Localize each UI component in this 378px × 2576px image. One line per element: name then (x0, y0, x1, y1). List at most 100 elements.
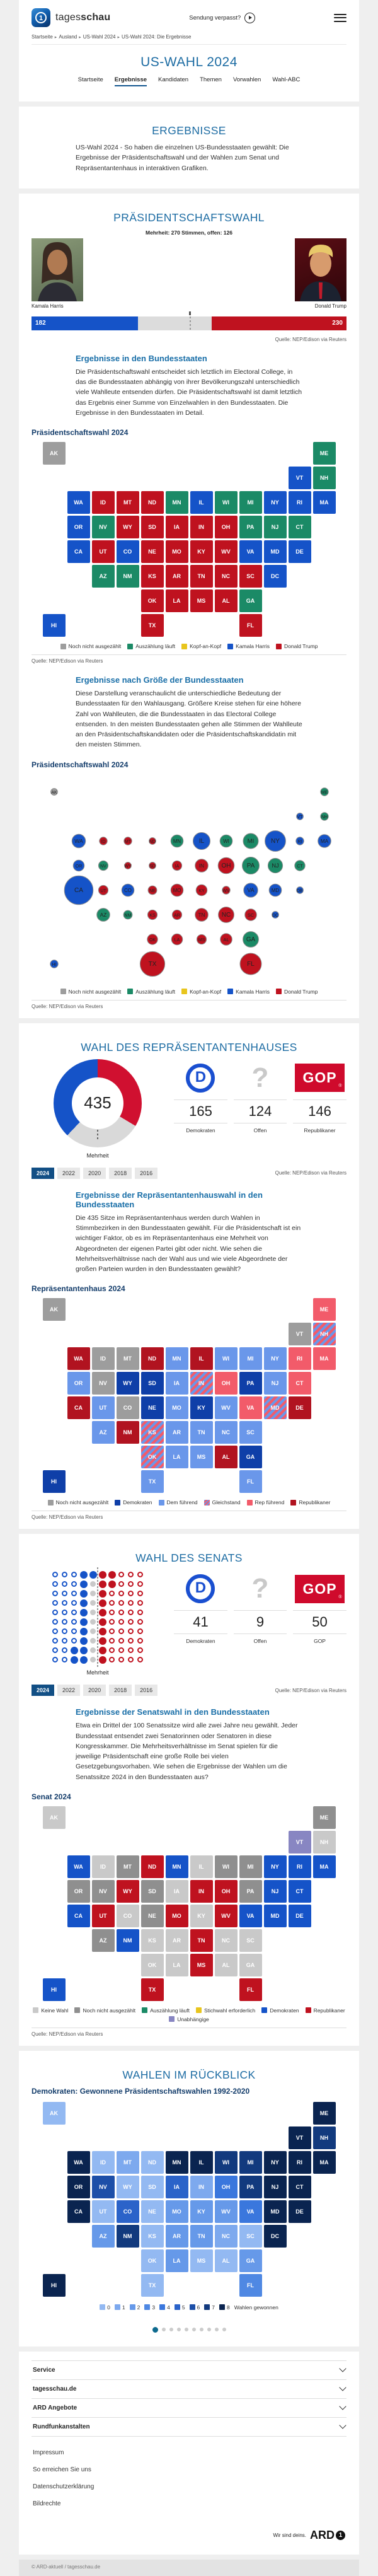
state-tile-MO[interactable]: MO (165, 2200, 188, 2223)
footer-link-bildrechte[interactable]: Bildrechte (33, 2500, 61, 2507)
bubble-ND[interactable]: ND (148, 837, 156, 845)
state-tile-CO[interactable]: CO (116, 1396, 139, 1420)
state-tile-OK[interactable]: OK (140, 589, 164, 613)
footer-accordion-service[interactable]: Service (32, 2361, 346, 2380)
state-tile-NH[interactable]: NH (312, 1830, 336, 1854)
state-tile-CA[interactable]: CA (67, 2200, 90, 2223)
state-tile-MN[interactable]: MN (165, 491, 188, 514)
footer-link-soerreichensieuns[interactable]: So erreichen Sie uns (33, 2466, 91, 2473)
state-tile-AL[interactable]: AL (214, 1446, 238, 1469)
state-tile-TN[interactable]: TN (190, 2224, 213, 2248)
state-tile-NE[interactable]: NE (140, 1904, 164, 1927)
bubble-MS[interactable]: MS (196, 934, 207, 944)
state-tile-NC[interactable]: NC (214, 1929, 238, 1952)
state-tile-HI[interactable]: HI (42, 614, 66, 637)
state-tile-CT[interactable]: CT (288, 2175, 311, 2198)
state-tile-GA[interactable]: GA (239, 1446, 262, 1469)
bubble-NV[interactable]: NV (98, 860, 108, 871)
state-tile-NJ[interactable]: NJ (263, 1372, 287, 1395)
state-tile-AR[interactable]: AR (165, 2224, 188, 2248)
state-tile-PA[interactable]: PA (239, 2175, 262, 2198)
state-tile-MA[interactable]: MA (312, 2150, 336, 2174)
state-tile-ME[interactable]: ME (312, 1806, 336, 1829)
bubble-ID[interactable]: ID (98, 837, 108, 845)
state-tile-KY[interactable]: KY (190, 1396, 213, 1420)
carousel-dot-0[interactable] (152, 2326, 158, 2333)
bubble-AR[interactable]: AR (171, 909, 182, 920)
state-tile-AZ[interactable]: AZ (91, 2224, 115, 2248)
state-tile-VA[interactable]: VA (239, 1396, 262, 1420)
state-tile-NV[interactable]: NV (91, 2175, 115, 2198)
carousel-dot-6[interactable] (199, 2328, 203, 2332)
state-tile-MA[interactable]: MA (312, 491, 336, 514)
tab-kandidaten[interactable]: Kandidaten (158, 76, 189, 83)
bubble-MA[interactable]: MA (317, 833, 331, 848)
state-tile-MA[interactable]: MA (312, 1347, 336, 1371)
bubble-NJ[interactable]: NJ (267, 857, 283, 873)
state-tile-IL[interactable]: IL (190, 1347, 213, 1371)
state-tile-PA[interactable]: PA (239, 1372, 262, 1395)
state-tile-CA[interactable]: CA (67, 1396, 90, 1420)
state-tile-CT[interactable]: CT (288, 1879, 311, 1903)
carousel-dot-2[interactable] (169, 2328, 173, 2332)
state-tile-NE[interactable]: NE (140, 540, 164, 564)
state-tile-VT[interactable]: VT (288, 1830, 311, 1854)
state-tile-RI[interactable]: RI (288, 1855, 311, 1878)
year-chip-2016[interactable]: 2016 (135, 1685, 158, 1697)
bubble-GA[interactable]: GA (242, 931, 259, 948)
state-tile-NC[interactable]: NC (214, 2224, 238, 2248)
state-tile-OH[interactable]: OH (214, 516, 238, 539)
state-tile-ID[interactable]: ID (91, 491, 115, 514)
state-tile-NE[interactable]: NE (140, 1396, 164, 1420)
state-tile-MT[interactable]: MT (116, 2150, 139, 2174)
bubble-TN[interactable]: TN (194, 907, 209, 922)
bubble-NM[interactable]: NM (123, 910, 132, 920)
state-tile-NY[interactable]: NY (263, 1855, 287, 1878)
state-tile-MI[interactable]: MI (239, 491, 262, 514)
state-tile-LA[interactable]: LA (165, 589, 188, 613)
state-tile-MD[interactable]: MD (263, 1396, 287, 1420)
state-tile-NM[interactable]: NM (116, 1929, 139, 1952)
bubble-UT[interactable]: UT (98, 885, 108, 895)
state-tile-WI[interactable]: WI (214, 1347, 238, 1371)
bubble-NY[interactable]: NY (264, 830, 286, 852)
state-tile-ND[interactable]: ND (140, 2150, 164, 2174)
state-tile-VA[interactable]: VA (239, 540, 262, 564)
state-tile-OK[interactable]: OK (140, 2249, 164, 2272)
state-tile-SC[interactable]: SC (239, 2224, 262, 2248)
state-tile-NY[interactable]: NY (263, 1347, 287, 1371)
state-tile-IN[interactable]: IN (190, 1879, 213, 1903)
state-tile-WY[interactable]: WY (116, 2175, 139, 2198)
carousel-dot-8[interactable] (214, 2328, 219, 2332)
state-tile-MN[interactable]: MN (165, 2150, 188, 2174)
bubble-NE[interactable]: NE (147, 885, 157, 895)
state-tile-MI[interactable]: MI (239, 1855, 262, 1878)
state-tile-WV[interactable]: WV (214, 540, 238, 564)
state-tile-AZ[interactable]: AZ (91, 565, 115, 588)
bubble-VA[interactable]: VA (243, 883, 258, 898)
footer-accordion-rundfunkanstalten[interactable]: Rundfunkanstalten (32, 2418, 346, 2437)
state-tile-CO[interactable]: CO (116, 540, 139, 564)
sendung-verpasst-link[interactable]: Sendung verpasst? (189, 12, 256, 23)
carousel-dot-1[interactable] (161, 2328, 166, 2332)
year-chip-2024[interactable]: 2024 (32, 1685, 55, 1697)
state-tile-KS[interactable]: KS (140, 565, 164, 588)
state-tile-VT[interactable]: VT (288, 1323, 311, 1346)
bubble-PA[interactable]: PA (241, 856, 260, 874)
state-tile-OR[interactable]: OR (67, 2175, 90, 2198)
state-tile-NM[interactable]: NM (116, 2224, 139, 2248)
bubble-IA[interactable]: IA (171, 860, 182, 871)
state-tile-ND[interactable]: ND (140, 1855, 164, 1878)
state-tile-UT[interactable]: UT (91, 540, 115, 564)
state-tile-FL[interactable]: FL (239, 1978, 262, 2001)
state-tile-MS[interactable]: MS (190, 1446, 213, 1469)
state-tile-WI[interactable]: WI (214, 1855, 238, 1878)
state-tile-NE[interactable]: NE (140, 2200, 164, 2223)
bubble-WI[interactable]: WI (219, 834, 232, 848)
state-tile-TN[interactable]: TN (190, 1421, 213, 1444)
state-tile-NH[interactable]: NH (312, 467, 336, 490)
state-tile-DE[interactable]: DE (288, 1904, 311, 1927)
state-tile-VA[interactable]: VA (239, 1904, 262, 1927)
bubble-MI[interactable]: MI (242, 833, 259, 849)
bubble-SD[interactable]: SD (148, 861, 156, 869)
